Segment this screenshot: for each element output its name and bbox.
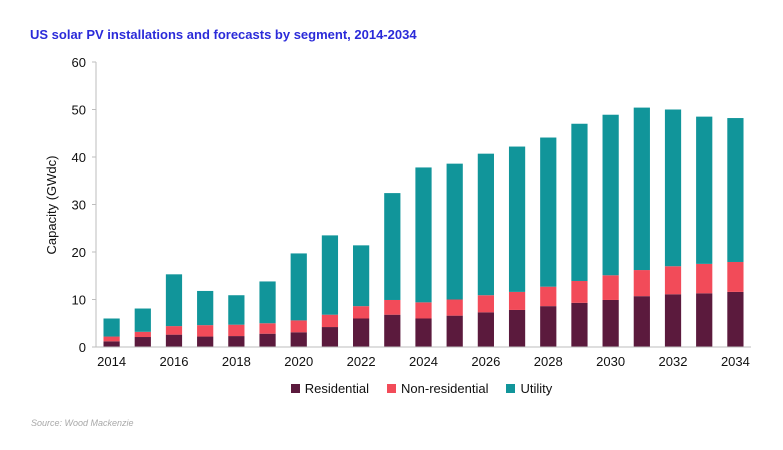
bar-residential-2026	[477, 312, 494, 347]
legend-swatch-residential	[290, 384, 300, 393]
bar-utility-2029	[571, 123, 588, 281]
bar-utility-2031	[633, 107, 650, 271]
bar-residential-2025	[446, 315, 463, 347]
bar-utility-2019	[259, 281, 276, 324]
bar-residential-2014	[103, 341, 120, 347]
y-tick-label: 10	[72, 293, 86, 308]
x-tick-label: 2018	[222, 354, 251, 369]
bar-residential-2029	[571, 302, 588, 347]
source-note: Source: Wood Mackenzie	[31, 418, 134, 428]
bar-non-residential-2017	[197, 325, 214, 337]
bar-non-residential-2014	[103, 336, 120, 342]
bar-residential-2021	[321, 327, 339, 347]
bar-non-residential-2020	[290, 320, 307, 333]
bar-non-residential-2034	[727, 261, 744, 292]
bar-residential-2023	[384, 314, 401, 347]
bar-non-residential-2026	[477, 295, 494, 313]
legend-label-utility: Utility	[520, 381, 553, 396]
bar-utility-2033	[696, 116, 713, 264]
x-tick-label: 2034	[721, 354, 750, 369]
x-tick-label: 2020	[284, 354, 313, 369]
bar-non-residential-2024	[415, 302, 432, 319]
bar-utility-2018	[228, 295, 245, 325]
bar-residential-2018	[228, 336, 245, 347]
bar-non-residential-2015	[134, 331, 151, 338]
bar-non-residential-2016	[165, 326, 183, 335]
bar-utility-2030	[602, 114, 619, 276]
bar-utility-2026	[477, 153, 494, 296]
bar-utility-2020	[290, 253, 307, 321]
bar-non-residential-2033	[696, 263, 713, 294]
bar-utility-2024	[415, 167, 432, 303]
bar-utility-2016	[165, 274, 183, 327]
bar-utility-2023	[384, 193, 401, 300]
bar-residential-2031	[633, 296, 650, 347]
legend-label-residential: Residential	[304, 381, 370, 396]
bar-residential-2019	[259, 333, 276, 347]
bar-non-residential-2031	[633, 270, 650, 297]
bar-non-residential-2025	[446, 299, 463, 316]
bar-utility-2014	[103, 318, 120, 337]
bar-residential-2034	[727, 291, 744, 347]
bar-residential-2032	[664, 294, 682, 347]
bar-non-residential-2018	[228, 324, 245, 337]
y-tick-label: 60	[72, 55, 86, 70]
legend-item-utility: Utility	[506, 381, 552, 396]
bar-non-residential-2027	[508, 291, 526, 310]
x-tick-label: 2016	[160, 354, 189, 369]
bar-residential-2022	[353, 318, 370, 347]
legend-item-residential: Residential	[290, 381, 370, 396]
legend-label-non-residential: Non-residential	[401, 381, 489, 396]
bar-residential-2015	[134, 337, 151, 347]
bar-non-residential-2028	[540, 286, 557, 307]
bar-utility-2025	[446, 163, 463, 300]
bar-residential-2016	[165, 334, 183, 347]
bar-non-residential-2030	[602, 275, 619, 300]
bar-utility-2032	[664, 109, 682, 267]
bars-group	[103, 107, 744, 347]
bar-residential-2024	[415, 318, 432, 347]
legend-swatch-utility	[506, 384, 516, 393]
bar-utility-2017	[197, 290, 214, 326]
x-tick-label: 2022	[347, 354, 376, 369]
y-tick-label: 0	[79, 340, 86, 355]
bar-utility-2022	[353, 245, 370, 307]
legend-item-non-residential: Non-residential	[387, 381, 488, 396]
bar-utility-2028	[540, 137, 557, 287]
bar-non-residential-2019	[259, 323, 276, 334]
y-tick-label: 40	[72, 150, 86, 165]
bar-non-residential-2023	[384, 299, 401, 315]
x-tick-label: 2030	[596, 354, 625, 369]
y-tick-label: 30	[72, 198, 86, 213]
bar-non-residential-2029	[571, 280, 588, 303]
bar-residential-2033	[696, 293, 713, 347]
bar-non-residential-2032	[664, 266, 682, 295]
x-tick-label: 2024	[409, 354, 438, 369]
y-tick-label: 50	[72, 103, 86, 118]
x-tick-label: 2028	[534, 354, 563, 369]
bar-utility-2027	[508, 146, 526, 292]
legend: Residential Non-residential Utility	[0, 381, 783, 396]
legend-swatch-non-residential	[387, 384, 397, 393]
bar-residential-2028	[540, 306, 557, 347]
bar-non-residential-2022	[353, 306, 370, 319]
bar-residential-2017	[197, 336, 214, 347]
x-tick-label: 2026	[471, 354, 500, 369]
bar-utility-2021	[321, 235, 339, 315]
bar-non-residential-2021	[321, 314, 339, 328]
bar-residential-2020	[290, 332, 307, 347]
bar-utility-2034	[727, 118, 744, 262]
y-tick-label: 20	[72, 245, 86, 260]
x-tick-label: 2014	[97, 354, 126, 369]
y-axis-label: Capacity (GWdc)	[44, 156, 59, 255]
x-tick-label: 2032	[659, 354, 688, 369]
bar-residential-2030	[602, 299, 619, 347]
bar-utility-2015	[134, 308, 151, 332]
chart-title: US solar PV installations and forecasts …	[30, 27, 417, 42]
bar-residential-2027	[508, 309, 526, 347]
